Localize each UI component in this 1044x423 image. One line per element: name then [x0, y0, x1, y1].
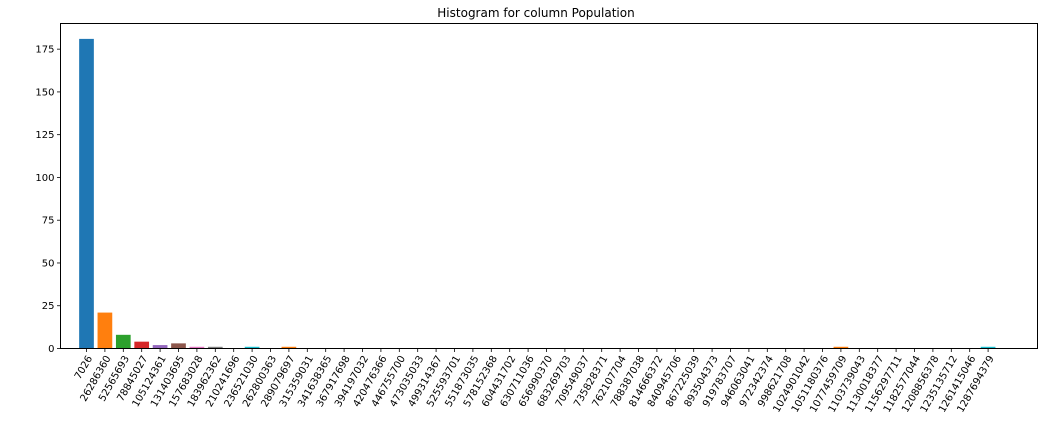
y-tick-label: 75	[42, 216, 55, 227]
y-tick-label: 100	[35, 173, 54, 184]
y-tick-label: 125	[35, 130, 54, 141]
bars-group	[79, 38, 996, 349]
bar-183962362	[207, 346, 223, 349]
bar-26286360	[97, 312, 113, 349]
x-axis: 7026262863605256569378845027105124361131…	[73, 348, 997, 415]
bar-1287694379	[980, 346, 996, 349]
y-tick-label: 50	[42, 258, 55, 269]
bar-52565693	[115, 334, 131, 349]
y-tick-label: 25	[42, 301, 55, 312]
bar-7026	[79, 38, 94, 349]
y-tick-label: 150	[35, 87, 54, 98]
bar-236521030	[244, 346, 260, 349]
bar-157683028	[189, 346, 205, 349]
bar-1077459709	[833, 346, 849, 349]
bar-105124361	[152, 345, 168, 349]
bar-289079697	[281, 346, 297, 349]
plot-frame	[60, 23, 1038, 349]
bar-131403695	[171, 343, 186, 349]
y-axis: 0 25 50 75 100 125 150 175	[35, 45, 61, 355]
y-tick-label: 0	[48, 344, 54, 355]
y-tick-label: 175	[35, 45, 54, 56]
chart-title: Histogram for column Population	[437, 6, 634, 20]
plot-area	[60, 23, 1038, 349]
bar-78845027	[134, 341, 150, 349]
